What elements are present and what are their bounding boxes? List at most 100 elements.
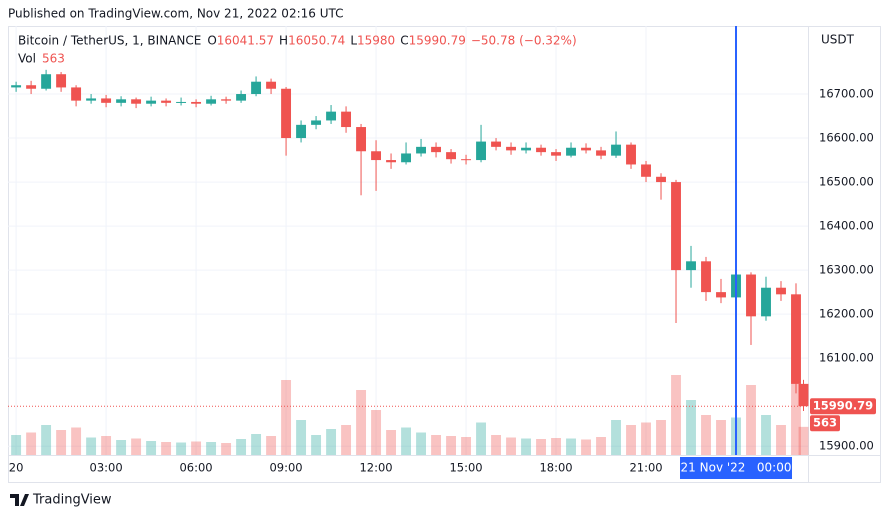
candle-body: [581, 147, 591, 151]
volume-bar: [641, 422, 651, 455]
candle-body: [716, 292, 726, 298]
candle-body: [626, 144, 636, 165]
volume-bar: [281, 380, 292, 455]
candle-body: [776, 287, 786, 295]
volume-bar: [296, 420, 307, 455]
volume-bar: [191, 441, 202, 455]
volume-bar: [41, 425, 52, 455]
volume-bar: [776, 425, 786, 455]
candle-body: [176, 101, 187, 103]
volume-bar: [206, 442, 217, 455]
candle-body: [761, 287, 771, 317]
candle-body: [341, 111, 352, 128]
legend-key: O: [207, 34, 216, 48]
candle-body: [446, 152, 456, 160]
legend-value: 16041.57: [217, 34, 274, 48]
published-note: Published on TradingView.com, Nov 21, 20…: [8, 7, 344, 21]
axes: 15900.00 16100.00 16200.00 16300.00 16400.00…: [9, 87, 874, 475]
volume-bar: [536, 439, 546, 455]
x-tick-label: 15:00: [449, 461, 482, 475]
candle-body: [311, 120, 322, 125]
volume-bar: [761, 415, 771, 455]
volume-bar: [266, 436, 277, 455]
volume-bar: [26, 432, 37, 455]
volume-bar: [701, 415, 711, 455]
y-tick-label: 16500.00: [819, 175, 874, 189]
volume-bar: [176, 442, 187, 455]
x-tick-label: 21:00: [629, 461, 662, 475]
candle-body: [506, 146, 516, 151]
y-tick-label: 16100.00: [819, 351, 874, 365]
candle-body: [296, 124, 307, 139]
last-price-label: 15990.79: [813, 399, 873, 413]
candle-body: [191, 101, 202, 104]
volume-bar: [356, 390, 367, 455]
candle-body: [116, 99, 127, 103]
candle-layer: [11, 69, 809, 411]
volume-layer: [11, 370, 809, 455]
candle-body: [746, 274, 756, 317]
volume-bar: [386, 430, 397, 455]
candle-body: [386, 160, 397, 163]
grid: [8, 26, 808, 455]
x-tick-label: 20: [9, 461, 24, 475]
legend-key: H: [279, 34, 288, 48]
volume-bar: [371, 410, 382, 455]
y-tick-label: 16200.00: [819, 307, 874, 321]
volume-bar: [686, 400, 696, 455]
volume-bar: [506, 437, 516, 455]
volume-bar: [251, 434, 262, 455]
x-tick-label: 03:00: [90, 461, 123, 475]
volume-bar: [671, 375, 681, 455]
legend-volume-key: Vol: [18, 52, 36, 66]
candle-body: [401, 153, 411, 163]
legend-key: C: [400, 34, 408, 48]
unit-label: USDT: [821, 33, 855, 47]
volume-bar: [101, 436, 112, 455]
volume-bar: [461, 437, 471, 455]
candle-body: [416, 146, 426, 154]
volume-bar: [56, 430, 67, 455]
candle-body: [26, 85, 37, 89]
volume-bar: [566, 438, 576, 455]
volume-bar: [716, 420, 726, 455]
candle-body: [206, 99, 217, 104]
y-tick-label: 15900.00: [819, 439, 874, 453]
candle-body: [101, 98, 112, 103]
candle-body: [491, 141, 501, 147]
volume-bar: [311, 435, 322, 455]
volume-bar: [221, 443, 232, 455]
volume-bar: [116, 440, 127, 455]
volume-bar: [326, 429, 337, 455]
candle-body: [266, 81, 277, 89]
legend-value: 15990.79: [409, 34, 466, 48]
x-tick-label: 09:00: [269, 461, 302, 475]
candle-body: [461, 159, 471, 161]
crosshair-badge: [680, 457, 793, 479]
volume-bar: [746, 385, 756, 455]
volume-bar: [656, 420, 666, 455]
y-tick-label: 16300.00: [819, 263, 874, 277]
volume-bar: [551, 438, 561, 455]
y-tick-label: 16400.00: [819, 219, 874, 233]
candle-body: [146, 100, 157, 104]
volume-bar: [416, 432, 426, 455]
volume-bar: [146, 441, 157, 455]
last-volume-label: 563: [813, 416, 837, 430]
y-tick-label: 16700.00: [819, 87, 874, 101]
volume-bar: [11, 435, 22, 455]
candle-body: [326, 111, 337, 121]
crosshair-label: 21 Nov '22 00:00: [681, 461, 792, 475]
candle-body: [251, 81, 262, 95]
candle-body: [521, 147, 531, 151]
candle-body: [161, 100, 172, 103]
legend-key: L: [350, 34, 357, 48]
legend-title: Bitcoin / TetherUS, 1, BINANCE: [18, 34, 201, 48]
candle-body: [536, 147, 546, 153]
volume-bar: [581, 439, 591, 455]
candle-body: [566, 147, 576, 156]
candle-body: [701, 261, 711, 293]
volume-bar: [521, 438, 531, 455]
candle-body: [671, 182, 681, 271]
